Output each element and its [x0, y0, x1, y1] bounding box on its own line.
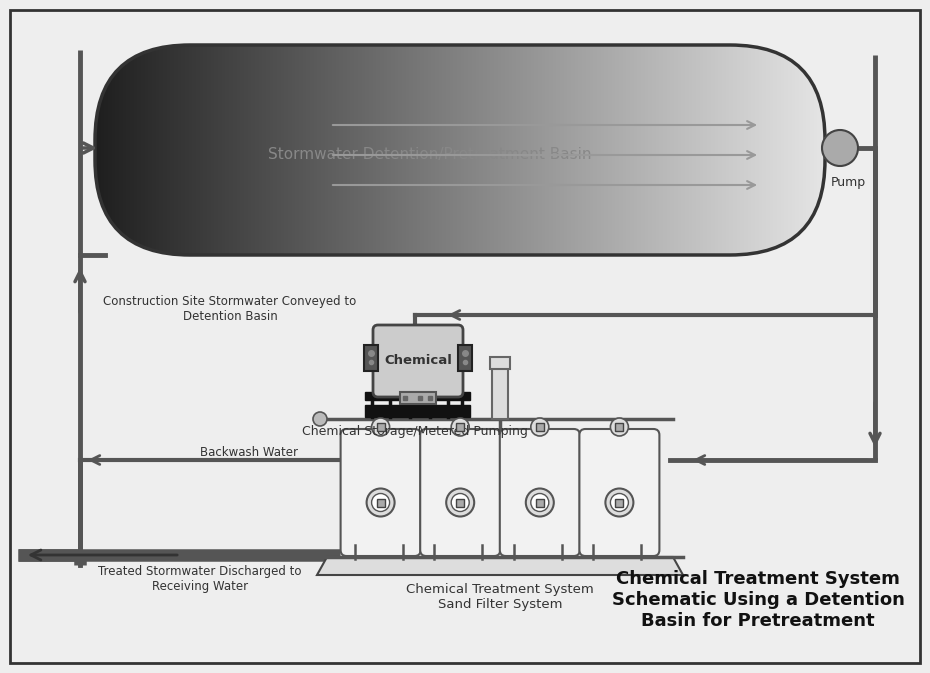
FancyBboxPatch shape: [373, 325, 463, 397]
Circle shape: [605, 489, 633, 516]
Circle shape: [366, 489, 394, 516]
Bar: [457, 499, 464, 507]
FancyBboxPatch shape: [499, 429, 579, 556]
Circle shape: [372, 418, 390, 436]
Bar: [364, 345, 378, 371]
Circle shape: [372, 493, 390, 511]
Circle shape: [446, 489, 474, 516]
Text: Backwash Water: Backwash Water: [200, 446, 298, 460]
Text: Stormwater Detention/Pretreatment Basin: Stormwater Detention/Pretreatment Basin: [268, 147, 591, 162]
Bar: [365, 392, 470, 400]
FancyBboxPatch shape: [579, 429, 659, 556]
Bar: [377, 423, 385, 431]
Text: Construction Site Stormwater Conveyed to
Detention Basin: Construction Site Stormwater Conveyed to…: [103, 295, 356, 323]
Bar: [616, 423, 623, 431]
Circle shape: [451, 418, 470, 436]
Bar: [377, 499, 385, 507]
Circle shape: [822, 130, 858, 166]
Circle shape: [531, 418, 549, 436]
Circle shape: [610, 493, 629, 511]
Bar: [458, 345, 472, 371]
Circle shape: [525, 489, 553, 516]
FancyBboxPatch shape: [340, 429, 420, 556]
Polygon shape: [317, 557, 683, 575]
FancyBboxPatch shape: [420, 429, 500, 556]
Text: Treated Stormwater Discharged to
Receiving Water: Treated Stormwater Discharged to Receivi…: [99, 565, 301, 593]
Text: Chemical Treatment System
Schematic Using a Detention
Basin for Pretreatment: Chemical Treatment System Schematic Usin…: [612, 570, 905, 630]
Text: Chemical Treatment System
Sand Filter System: Chemical Treatment System Sand Filter Sy…: [406, 583, 594, 611]
Circle shape: [610, 418, 629, 436]
Text: Pump: Pump: [830, 176, 866, 189]
Bar: [365, 405, 470, 417]
Circle shape: [451, 493, 470, 511]
Bar: [490, 357, 510, 369]
Text: Chemical Storage/Metered Pumping: Chemical Storage/Metered Pumping: [302, 425, 528, 438]
Bar: [616, 499, 623, 507]
Bar: [457, 423, 464, 431]
Bar: [492, 367, 508, 419]
Circle shape: [531, 493, 549, 511]
Bar: [400, 392, 436, 404]
Circle shape: [313, 412, 327, 426]
Text: Chemical: Chemical: [384, 355, 452, 367]
Bar: [536, 499, 544, 507]
Bar: [536, 423, 544, 431]
